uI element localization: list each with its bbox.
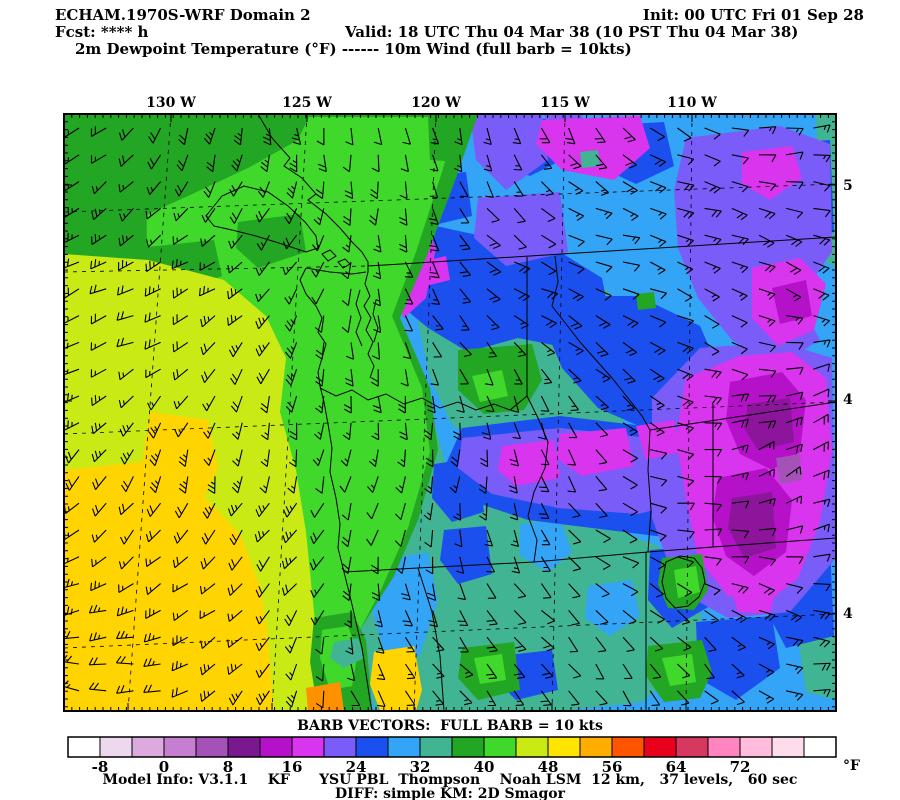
border-line [363,271,375,379]
colorbar-cell [355,736,389,758]
colorbar-tick-label: 32 [409,758,431,776]
latitude-label: 4 [843,606,853,622]
border-line [321,249,337,262]
border-line [526,395,549,563]
border-line [649,401,836,431]
border-line [299,267,373,711]
colorbar-outline [67,736,837,758]
longitude-label: 115 W [540,95,590,111]
colorbar-cell [387,736,421,758]
map-frame [63,113,837,712]
colorbar-cell [259,736,293,758]
diffusion-info-line: DIFF: simple KM: 2D Smagor [335,786,565,800]
colorbar-cell [707,736,741,758]
colorbar-tick-label: 56 [601,758,623,776]
latitude-label: 5 [843,178,853,194]
border-line [712,537,836,548]
border-line [647,429,652,553]
graticule-line [64,265,369,273]
colorbar-cell [195,736,229,758]
border-line [305,267,367,275]
colorbar-cell [419,736,453,758]
graticule-line [64,613,836,649]
colorbar-cell [99,736,133,758]
colorbar-cell [163,736,197,758]
border-line [417,567,445,711]
colorbar-tick-label: 24 [345,758,367,776]
colorbar-tick-label: 48 [537,758,559,776]
colorbar-tick-label: -8 [91,758,109,776]
border-line [661,555,706,609]
map-fill-layer [64,114,836,711]
border-line [319,387,528,411]
graticule-line [551,114,566,711]
colorbar-cell [227,736,261,758]
latitude-label: 4 [843,392,853,408]
longitude-label: 110 W [667,95,717,111]
colorbar-tick-label: 64 [665,758,687,776]
colorbar-tick-label: 0 [158,758,170,776]
colorbar-cell [67,736,101,758]
border-line [257,114,369,272]
colorbar-tick-label: 72 [729,758,751,776]
graticule-line [413,114,437,711]
colorbar-units: °F [843,758,860,774]
barb-legend-note: BARB VECTORS: FULL BARB = 10 kts [297,718,603,734]
colorbar-cell [771,736,805,758]
axis-ticks [63,113,836,711]
colorbar-cell [611,736,645,758]
colorbar-cell [323,736,357,758]
colorbar-cell [131,736,165,758]
graticule-line [271,114,308,711]
model-info-line: Model Info: V3.1.1 KF YSU PBL Thompson N… [102,772,798,788]
colorbar-cell [579,736,613,758]
longitude-label: 130 W [146,95,196,111]
graticule-line [64,401,836,435]
longitude-label: 120 W [411,95,461,111]
border-line [355,289,363,347]
wind-barbs [64,124,831,709]
border-line [205,185,319,253]
colorbar-cell [739,736,773,758]
model-title: ECHAM.1970S-WRF Domain 2 [55,6,311,24]
colorbar-cell [547,736,581,758]
colorbar-cell [675,736,709,758]
init-time: Init: 00 UTC Fri 01 Sep 28 [642,6,864,24]
colorbar-cell [803,736,837,758]
graticule-line [64,183,836,213]
colorbar-cell [291,736,325,758]
colorbar-tick-label: 8 [222,758,234,776]
field-description: 2m Dewpoint Temperature (°F) ------ 10m … [75,40,632,58]
border-line [551,255,651,431]
colorbar-cell [483,736,517,758]
border-line [343,546,714,573]
colorbar-tick-label: 40 [473,758,495,776]
border-line [372,299,379,343]
colorbar-cell [451,736,485,758]
colorbar-cell [643,736,677,758]
colorbar-cell [515,736,549,758]
longitude-label: 125 W [282,95,332,111]
valid-time: Valid: 18 UTC Thu 04 Mar 38 (10 PST Thu … [345,23,799,41]
graticule-line [127,114,172,711]
forecast-hour: Fcst: **** h [55,23,149,41]
border-line [367,236,836,267]
colorbar-tick-label: 16 [281,758,303,776]
graticule-line [685,114,693,711]
border-line [337,258,351,269]
